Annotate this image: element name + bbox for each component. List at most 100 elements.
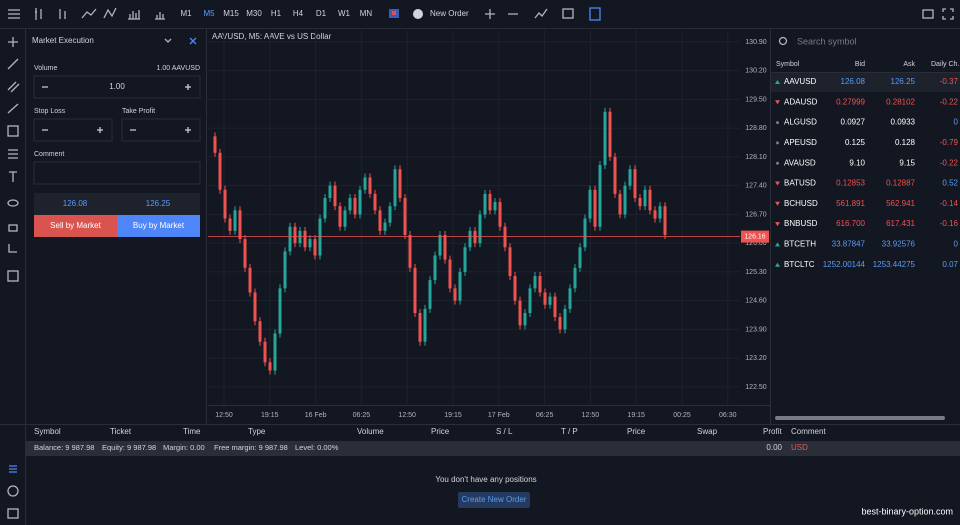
toolbar-icons (8, 7, 954, 20)
increase-take-profit[interactable] (185, 127, 191, 133)
candle-body (438, 234, 442, 256)
symbol[interactable]: ADAUSD (784, 97, 818, 106)
timeframe-button[interactable]: M30 (246, 9, 262, 18)
trend-line-tool[interactable] (7, 58, 19, 70)
fib-tool[interactable] (8, 149, 18, 159)
candle-body (578, 247, 582, 268)
symbol[interactable]: BTCETH (784, 240, 816, 249)
area-icon[interactable] (103, 7, 117, 19)
history-tab[interactable] (7, 485, 19, 497)
chart-type-icon[interactable] (35, 8, 66, 20)
fullscreen-icon[interactable] (942, 8, 954, 20)
buy-button[interactable] (117, 215, 200, 237)
shape-tool[interactable] (7, 125, 19, 137)
symbol[interactable]: APEUSD (784, 138, 817, 147)
ask: 0.128 (895, 138, 916, 147)
channel-tool[interactable] (7, 81, 20, 93)
candle-body (433, 255, 437, 281)
candle-body (618, 193, 622, 215)
timeframe-button[interactable]: M1 (180, 9, 192, 18)
buy-label[interactable]: Buy by Market (133, 221, 185, 230)
indicators-icon[interactable] (534, 8, 548, 19)
summary-row (26, 441, 960, 456)
timeframe-button[interactable]: M15 (223, 9, 239, 18)
crosshair-tool[interactable] (8, 37, 18, 47)
create-order-label[interactable]: Create New Order (462, 495, 527, 504)
zoom-icons[interactable] (485, 9, 518, 19)
timeframe-button[interactable]: MN (360, 9, 373, 18)
timeframe-button[interactable]: D1 (316, 9, 327, 18)
candle-body (368, 177, 372, 194)
close-icon[interactable] (189, 37, 197, 45)
candle-body (233, 210, 237, 231)
candle-body (383, 222, 387, 231)
menu-icon[interactable] (8, 9, 20, 19)
ask: 0.12887 (886, 179, 915, 188)
timeframe-button[interactable]: W1 (338, 9, 351, 18)
line-icon[interactable] (81, 8, 97, 19)
x-tick-label: 12:50 (215, 412, 233, 419)
candle-body (313, 239, 317, 256)
lock-tool[interactable] (8, 224, 18, 232)
column-header: Ticket (110, 427, 132, 436)
layers-tool[interactable] (7, 270, 19, 282)
ray-tool[interactable] (7, 103, 19, 114)
collapse-icon[interactable] (164, 38, 172, 43)
bid: 126.08 (841, 77, 866, 86)
candle-body (388, 206, 392, 223)
candle-body (288, 226, 292, 252)
candle-body (298, 230, 302, 244)
symbol[interactable]: BTCLTC (784, 260, 815, 269)
symbol[interactable]: BCHUSD (784, 199, 818, 208)
journal-tab[interactable] (7, 508, 19, 519)
x-tick-label: 12:50 (582, 412, 600, 419)
candle-body (648, 189, 652, 211)
volume-icon[interactable] (155, 12, 165, 20)
symbol[interactable]: ALGUSD (784, 118, 817, 127)
field-label: Volume (34, 65, 57, 72)
daily-change: 0.52 (942, 179, 958, 188)
stop-loss-input[interactable] (33, 118, 113, 142)
increase-volume[interactable] (185, 84, 191, 90)
sell-label[interactable]: Sell by Market (50, 221, 101, 230)
candle-body (278, 288, 282, 334)
create-order-button[interactable] (458, 492, 530, 508)
sell-button[interactable] (34, 215, 117, 237)
active-panel-icon[interactable] (589, 7, 601, 21)
measure-tool[interactable] (8, 244, 17, 253)
column-header: S / L (496, 427, 513, 436)
selected-row (771, 73, 960, 92)
candle-body (333, 185, 337, 207)
timeframe-button[interactable]: M5 (203, 9, 215, 18)
candle-body (598, 165, 602, 227)
screenshot-icon[interactable] (922, 9, 934, 19)
symbol[interactable]: BNBUSD (784, 219, 818, 228)
candle-body (623, 185, 627, 215)
positions-tab[interactable] (9, 465, 17, 473)
calendar-icon[interactable] (562, 8, 574, 19)
new-order-icon[interactable] (413, 9, 423, 19)
x-tick-label: 06:25 (353, 412, 371, 419)
ask: 0.28102 (886, 97, 915, 106)
scrollbar[interactable] (775, 416, 945, 420)
search-input[interactable]: Search symbol (797, 36, 857, 46)
x-tick-label: 12:50 (398, 412, 416, 419)
candle-body (348, 197, 352, 211)
volume-input[interactable] (33, 75, 201, 99)
text-tool[interactable] (9, 171, 17, 182)
comment-input[interactable] (33, 161, 201, 185)
timeframe-button[interactable]: H1 (271, 9, 282, 18)
candle-body (523, 312, 527, 326)
symbol[interactable]: BATUSD (784, 179, 816, 188)
symbol[interactable]: AVAUSD (784, 158, 816, 167)
timeframe-button[interactable]: H4 (293, 9, 304, 18)
indicator-icon[interactable] (128, 10, 140, 20)
visibility-tool[interactable] (7, 199, 19, 207)
bid: 561.891 (836, 199, 865, 208)
symbol[interactable]: AAVUSD (784, 77, 817, 86)
trend-arrow (775, 80, 780, 84)
column-header: Symbol (34, 427, 61, 436)
new-order-button[interactable]: New Order (430, 9, 469, 18)
take-profit-input[interactable] (121, 118, 201, 142)
increase-stop-loss[interactable] (97, 127, 103, 133)
